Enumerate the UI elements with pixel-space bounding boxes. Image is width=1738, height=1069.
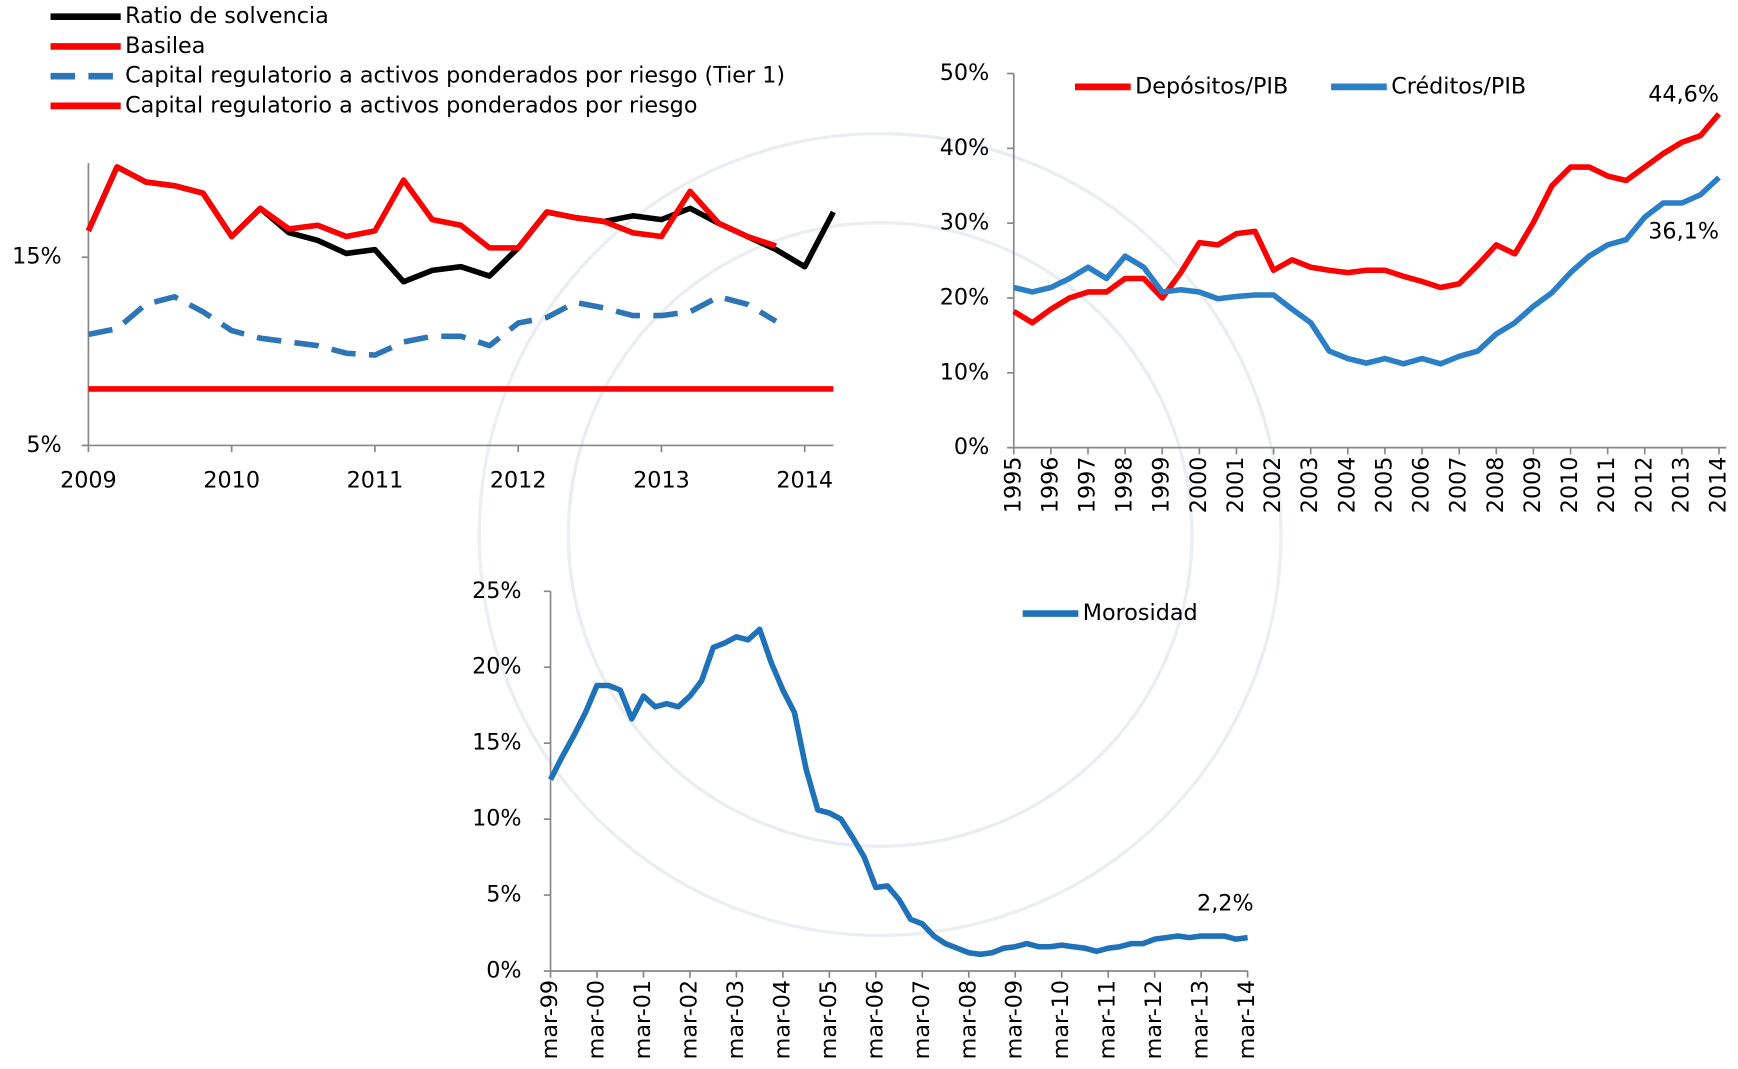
- legend-label: Ratio de solvencia: [125, 3, 329, 29]
- x-tick-label: 2011: [1594, 457, 1620, 514]
- x-tick-label: 2014: [1706, 457, 1732, 514]
- x-tick-label: mar-99: [537, 980, 563, 1059]
- x-tick-label: mar-00: [583, 980, 609, 1059]
- x-tick-label: 1998: [1112, 457, 1138, 514]
- x-tick-label: 2010: [1557, 457, 1583, 514]
- legend-label: Depósitos/PIB: [1135, 73, 1288, 99]
- x-tick-label: 2008: [1483, 457, 1509, 514]
- x-tick-label: 2013: [1668, 457, 1694, 514]
- x-tick-label: 2010: [203, 468, 260, 494]
- x-tick-label: mar-10: [1048, 980, 1074, 1059]
- x-tick-label: 2013: [633, 468, 690, 494]
- x-tick-label: 2002: [1260, 457, 1286, 514]
- legend-label: Morosidad: [1083, 600, 1198, 626]
- x-tick-label: mar-07: [909, 980, 935, 1059]
- annotation: 2,2%: [1197, 891, 1254, 917]
- y-tick-label: 5%: [486, 882, 521, 908]
- y-tick-label: 0%: [486, 958, 521, 984]
- x-tick-label: mar-03: [723, 980, 749, 1059]
- x-tick-label: mar-05: [816, 980, 842, 1059]
- x-tick-label: 2007: [1446, 457, 1472, 514]
- series-line: [1012, 112, 1722, 326]
- x-tick-label: mar-13: [1188, 980, 1214, 1059]
- watermark: [477, 131, 1283, 938]
- x-tick-label: mar-14: [1234, 980, 1260, 1059]
- y-tick-label: 25%: [472, 578, 522, 604]
- x-tick-label: 1996: [1037, 457, 1063, 514]
- y-tick-label: 40%: [940, 135, 990, 161]
- x-tick-label: 1997: [1074, 457, 1100, 514]
- annotation: 44,6%: [1648, 81, 1719, 107]
- series-line: [1013, 175, 1721, 367]
- x-tick-label: 2012: [1631, 457, 1657, 514]
- y-tick-label: 20%: [940, 284, 990, 310]
- x-tick-label: 2004: [1334, 457, 1360, 514]
- x-tick-label: 2009: [60, 468, 117, 494]
- legend-label: Basilea: [125, 33, 205, 59]
- x-tick-label: mar-01: [630, 980, 656, 1059]
- y-tick-label: 10%: [940, 359, 990, 385]
- x-tick-label: 2001: [1223, 457, 1249, 514]
- series-line: [85, 164, 777, 251]
- x-tick-label: 2011: [347, 468, 404, 494]
- x-tick-label: 2000: [1186, 457, 1212, 514]
- y-tick-label: 50%: [940, 60, 990, 86]
- x-tick-label: 2006: [1409, 457, 1435, 514]
- x-tick-label: mar-02: [676, 980, 702, 1059]
- x-tick-label: mar-08: [955, 980, 981, 1059]
- series-line: [548, 626, 1248, 958]
- x-tick-label: 2003: [1297, 457, 1323, 514]
- x-tick-label: mar-12: [1141, 980, 1167, 1059]
- legend-label: Créditos/PIB: [1391, 73, 1526, 99]
- legend-label: Capital regulatorio a activos ponderados…: [125, 92, 697, 118]
- y-tick-label: 20%: [472, 654, 522, 680]
- x-tick-label: 2014: [776, 468, 833, 494]
- y-tick-label: 30%: [940, 210, 990, 236]
- y-tick-label: 10%: [472, 806, 522, 832]
- y-tick-label: 15%: [472, 730, 522, 756]
- x-tick-label: mar-06: [862, 980, 888, 1059]
- x-tick-label: 1995: [1000, 457, 1026, 514]
- y-tick-label: 15%: [12, 244, 62, 270]
- x-tick-label: mar-11: [1095, 980, 1121, 1059]
- y-tick-label: 0%: [954, 434, 989, 460]
- x-tick-label: mar-04: [769, 980, 795, 1059]
- x-tick-label: mar-09: [1002, 980, 1028, 1059]
- x-tick-label: 2005: [1371, 457, 1397, 514]
- legend-label: Capital regulatorio a activos ponderados…: [125, 63, 785, 89]
- x-tick-label: 2012: [490, 468, 547, 494]
- series-line: [87, 293, 778, 358]
- x-tick-label: 1999: [1149, 457, 1175, 514]
- annotation: 36,1%: [1648, 219, 1719, 245]
- y-tick-label: 5%: [26, 432, 61, 458]
- x-tick-label: 2009: [1520, 457, 1546, 514]
